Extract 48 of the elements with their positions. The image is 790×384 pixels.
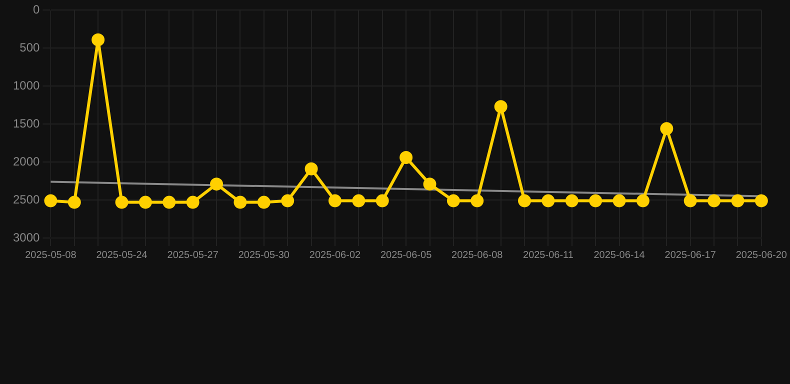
point	[352, 194, 366, 208]
point	[210, 178, 224, 191]
point	[612, 194, 626, 208]
y-tick-label: 3000	[12, 230, 40, 244]
x-tick-label: 2025-05-24	[96, 250, 148, 261]
y-tick-label: 1000	[12, 78, 40, 92]
point	[754, 194, 768, 208]
point	[400, 151, 413, 164]
y-tick-label: 500	[20, 40, 40, 54]
point	[565, 194, 578, 208]
x-tick-label: 2025-06-20	[736, 250, 788, 261]
point	[494, 100, 508, 114]
point	[423, 178, 436, 191]
point	[138, 196, 152, 209]
point	[660, 122, 674, 136]
x-tick-label: 2025-06-08	[452, 250, 504, 261]
point	[589, 194, 602, 208]
point	[328, 194, 342, 208]
point	[92, 33, 105, 46]
x-tick-label: 2025-05-08	[25, 250, 77, 261]
point	[542, 194, 555, 208]
point	[115, 196, 128, 209]
point	[257, 196, 270, 209]
x-tick-label: 2025-05-27	[167, 250, 219, 261]
point	[281, 194, 294, 208]
point	[684, 194, 697, 208]
x-tick-label: 2025-06-11	[522, 250, 574, 261]
y-tick-label: 2500	[12, 192, 40, 206]
point	[162, 196, 176, 209]
x-tick-label: 2025-06-14	[594, 250, 646, 261]
x-tick-label: 2025-05-30	[238, 250, 290, 261]
point	[708, 194, 721, 208]
point	[470, 194, 484, 208]
x-tick-label: 2025-06-05	[380, 250, 432, 261]
x-tick-label: 2025-06-02	[309, 250, 361, 261]
point	[446, 194, 460, 208]
point	[68, 196, 81, 209]
y-tick-label: 0	[33, 2, 40, 17]
y-tick-label: 2000	[12, 154, 40, 168]
y-tick-label: 1500	[12, 116, 40, 130]
point	[186, 196, 200, 209]
point	[304, 162, 318, 176]
point	[636, 194, 650, 208]
point	[376, 194, 389, 208]
point	[731, 194, 744, 208]
point	[234, 196, 247, 209]
x-tick-label: 2025-06-17	[664, 250, 716, 261]
point	[518, 194, 532, 208]
